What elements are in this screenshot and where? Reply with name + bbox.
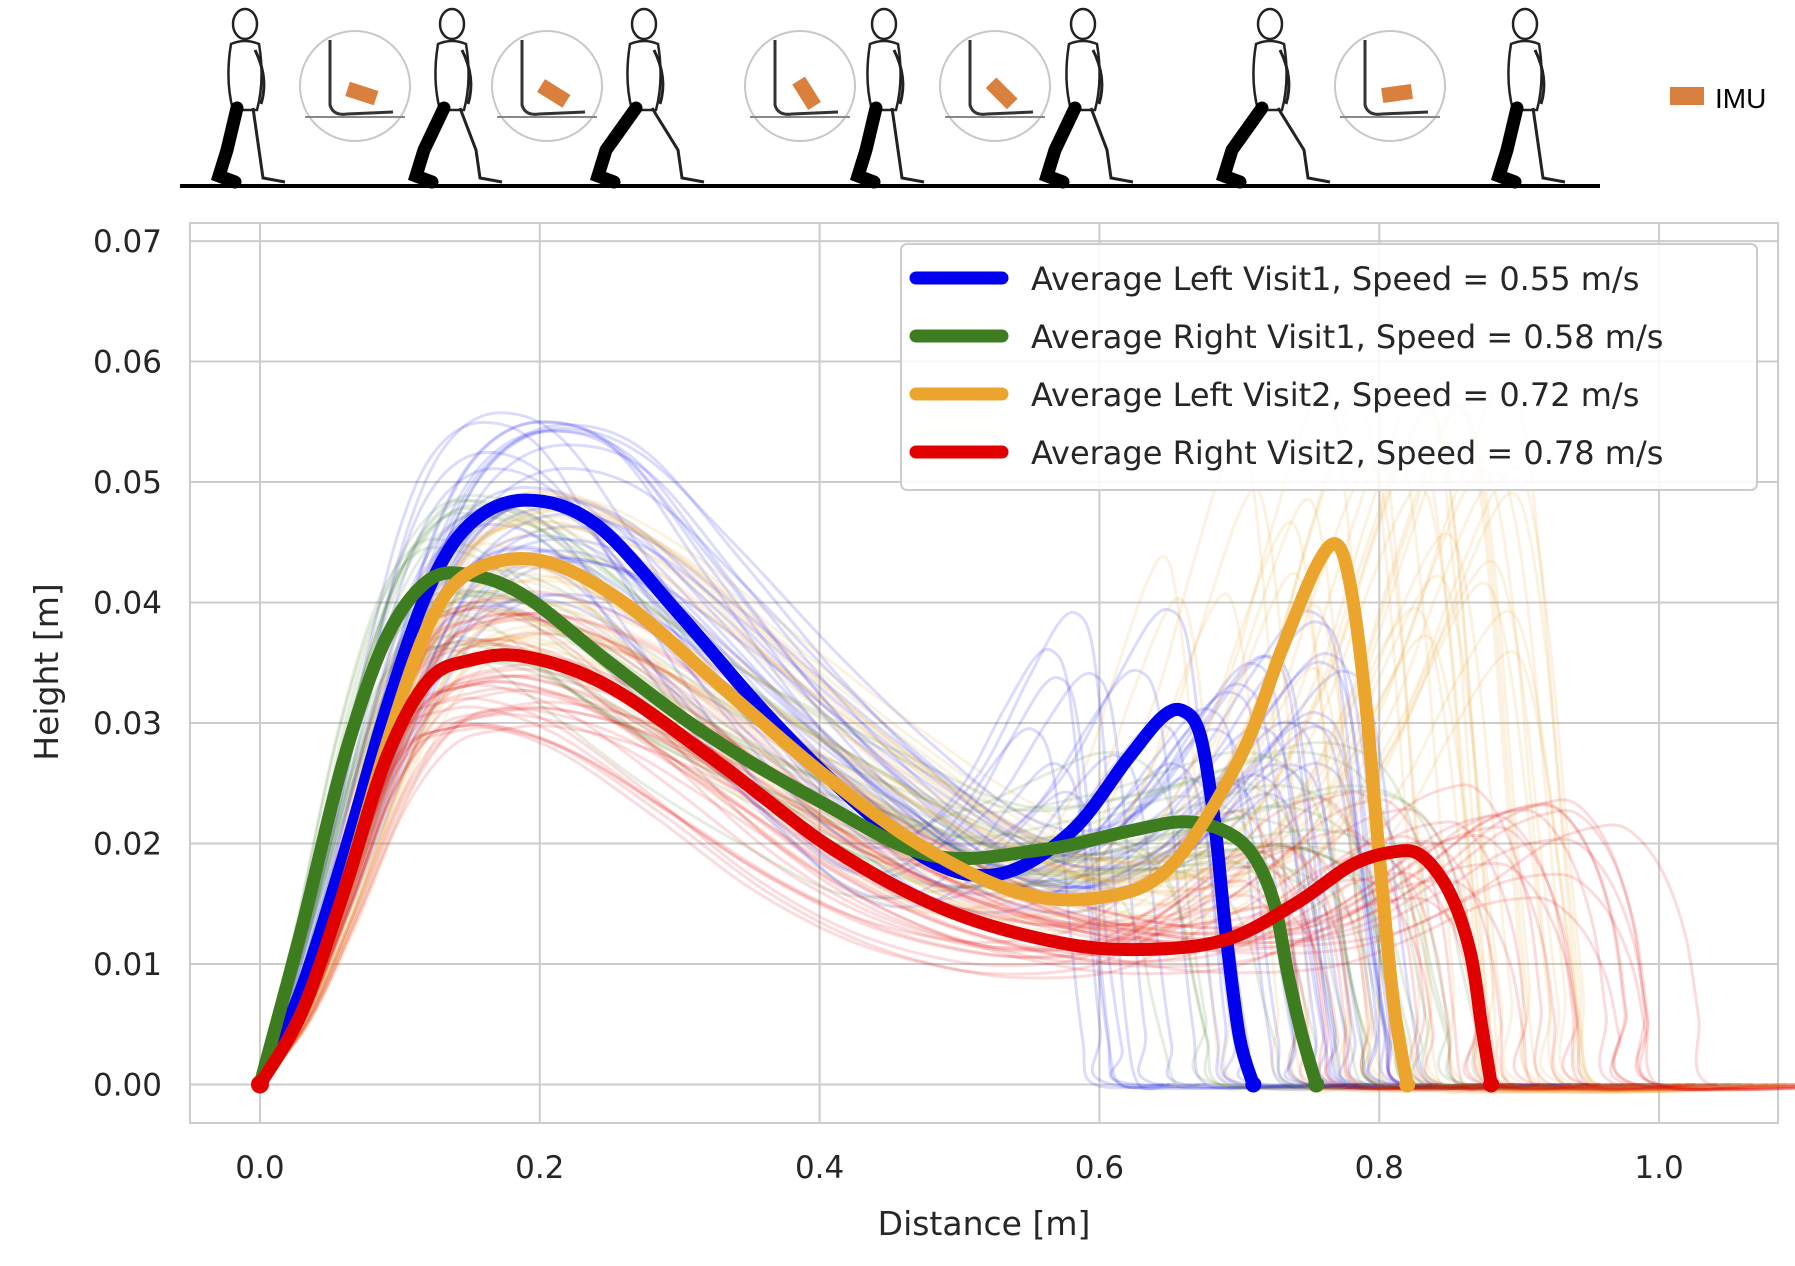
- y-tick-label: 0.07: [93, 224, 162, 260]
- trial-trace-3: [258, 607, 1442, 1091]
- trial-trace-2: [258, 624, 1791, 1092]
- y-tick-labels: 0.00 0.01 0.02 0.03 0.04 0.05 0.06 0.07: [93, 224, 162, 1103]
- x-tick-label: 0.4: [795, 1150, 844, 1186]
- trial-trace-3: [258, 706, 1795, 1092]
- trial-trace-2: [258, 603, 1665, 1092]
- y-tick-label: 0.03: [93, 706, 162, 742]
- trial-trace-1: [258, 504, 1655, 1091]
- trial-trace-0: [258, 411, 1370, 1090]
- x-tick-label: 0.6: [1075, 1150, 1124, 1186]
- y-axis-label: Height [m]: [27, 583, 66, 760]
- legend-label-2: Average Left Visit2, Speed = 0.72 m/s: [1031, 376, 1639, 414]
- y-tick-label: 0.00: [93, 1067, 162, 1103]
- walking-figure-icon: [1490, 7, 1566, 189]
- x-tick-label: 1.0: [1634, 1150, 1683, 1186]
- trial-trace-1: [258, 566, 1661, 1090]
- trial-trace-3: [258, 722, 1486, 1091]
- trial-trace-3: [258, 689, 1696, 1092]
- trial-trace-0: [258, 506, 1411, 1089]
- trial-trace-2: [258, 412, 1787, 1094]
- trial-trace-3: [258, 667, 1695, 1091]
- trial-trace-2: [258, 410, 1612, 1094]
- trial-trace-3: [258, 707, 1588, 1090]
- legend: Average Left Visit1, Speed = 0.55 m/s Ave…: [900, 243, 1758, 491]
- walking-figure-icon: [849, 7, 925, 189]
- imu-sensor-icon: [985, 77, 1018, 110]
- trial-trace-3: [258, 700, 1795, 1091]
- trial-trace-2: [258, 491, 1795, 1093]
- trial-trace-0: [258, 522, 1164, 1089]
- trial-trace-1: [258, 511, 1452, 1091]
- average-trace-1: [253, 566, 1323, 1091]
- imu-sensor-icon: [1381, 83, 1413, 104]
- trial-trace-3: [258, 687, 1755, 1090]
- trial-trace-3: [258, 705, 1795, 1090]
- walker-figures: [210, 7, 1566, 189]
- trial-trace-1: [258, 493, 1718, 1089]
- trial-trace-2: [258, 581, 1795, 1092]
- y-tick-label: 0.04: [93, 586, 162, 622]
- legend-label-1: Average Right Visit1, Speed = 0.58 m/s: [1031, 318, 1663, 356]
- x-tick-label: 0.2: [515, 1150, 564, 1186]
- trial-trace-0: [258, 420, 1387, 1090]
- x-tick-label: 0.8: [1355, 1150, 1404, 1186]
- trial-trace-3: [258, 726, 1555, 1091]
- y-tick-label: 0.02: [93, 826, 162, 862]
- x-axis-label: Distance [m]: [878, 1204, 1091, 1243]
- imu-sensor-icon: [792, 76, 821, 110]
- foot-detail-icon: [491, 30, 603, 142]
- trace-start-marker: [250, 1075, 269, 1094]
- trial-trace-2: [258, 641, 1691, 1091]
- foot-detail-circles: [299, 30, 1446, 142]
- average-trace-2: [253, 537, 1414, 1091]
- trial-trace-1: [258, 507, 1467, 1089]
- trial-trace-3: [258, 723, 1602, 1090]
- average-traces: [250, 493, 1500, 1094]
- imu-legend-swatch: [1670, 87, 1704, 105]
- trial-trace-3: [258, 631, 1795, 1091]
- foot-detail-icon: [1334, 30, 1446, 142]
- y-tick-label: 0.06: [93, 345, 162, 381]
- gait-phase-illustration: IMU: [180, 7, 1766, 189]
- trial-trace-3: [258, 674, 1795, 1091]
- walking-figure-icon: [589, 7, 705, 189]
- walking-figure-icon: [407, 7, 503, 189]
- foot-detail-icon: [939, 30, 1051, 142]
- trace-end-marker-0: [1245, 1076, 1262, 1093]
- trial-trace-3: [258, 724, 1769, 1092]
- legend-box: [900, 243, 1758, 491]
- walking-figure-icon: [1215, 7, 1331, 189]
- trial-trace-2: [258, 595, 1408, 1091]
- legend-label-3: Average Right Visit2, Speed = 0.78 m/s: [1031, 434, 1663, 472]
- trace-end-marker-2: [1399, 1076, 1416, 1093]
- imu-sensor-icon: [537, 79, 571, 108]
- trial-trace-2: [258, 402, 1699, 1094]
- trace-end-marker-3: [1483, 1076, 1500, 1093]
- y-tick-label: 0.01: [93, 947, 162, 983]
- x-tick-label: 0.0: [235, 1150, 284, 1186]
- imu-sensor-icon: [345, 81, 379, 106]
- walking-figure-icon: [210, 7, 286, 189]
- foot-detail-icon: [744, 30, 856, 142]
- legend-label-0: Average Left Visit1, Speed = 0.55 m/s: [1031, 260, 1639, 298]
- imu-legend-label: IMU: [1715, 83, 1766, 114]
- trial-trace-2: [258, 574, 1738, 1092]
- trial-trace-0: [258, 560, 1493, 1090]
- foot-detail-icon: [299, 30, 411, 142]
- trace-end-marker-1: [1308, 1076, 1325, 1093]
- x-tick-labels: 0.0 0.2 0.4 0.6 0.8 1.0: [235, 1150, 1683, 1186]
- trial-trace-2: [258, 373, 1483, 1095]
- trial-trace-1: [258, 498, 1424, 1089]
- trial-trace-3: [258, 662, 1795, 1092]
- trial-trace-3: [258, 712, 1545, 1090]
- average-trace-3: [253, 648, 1498, 1091]
- y-tick-label: 0.05: [93, 465, 162, 501]
- trial-trace-1: [258, 513, 1753, 1091]
- walking-figure-icon: [1038, 7, 1134, 189]
